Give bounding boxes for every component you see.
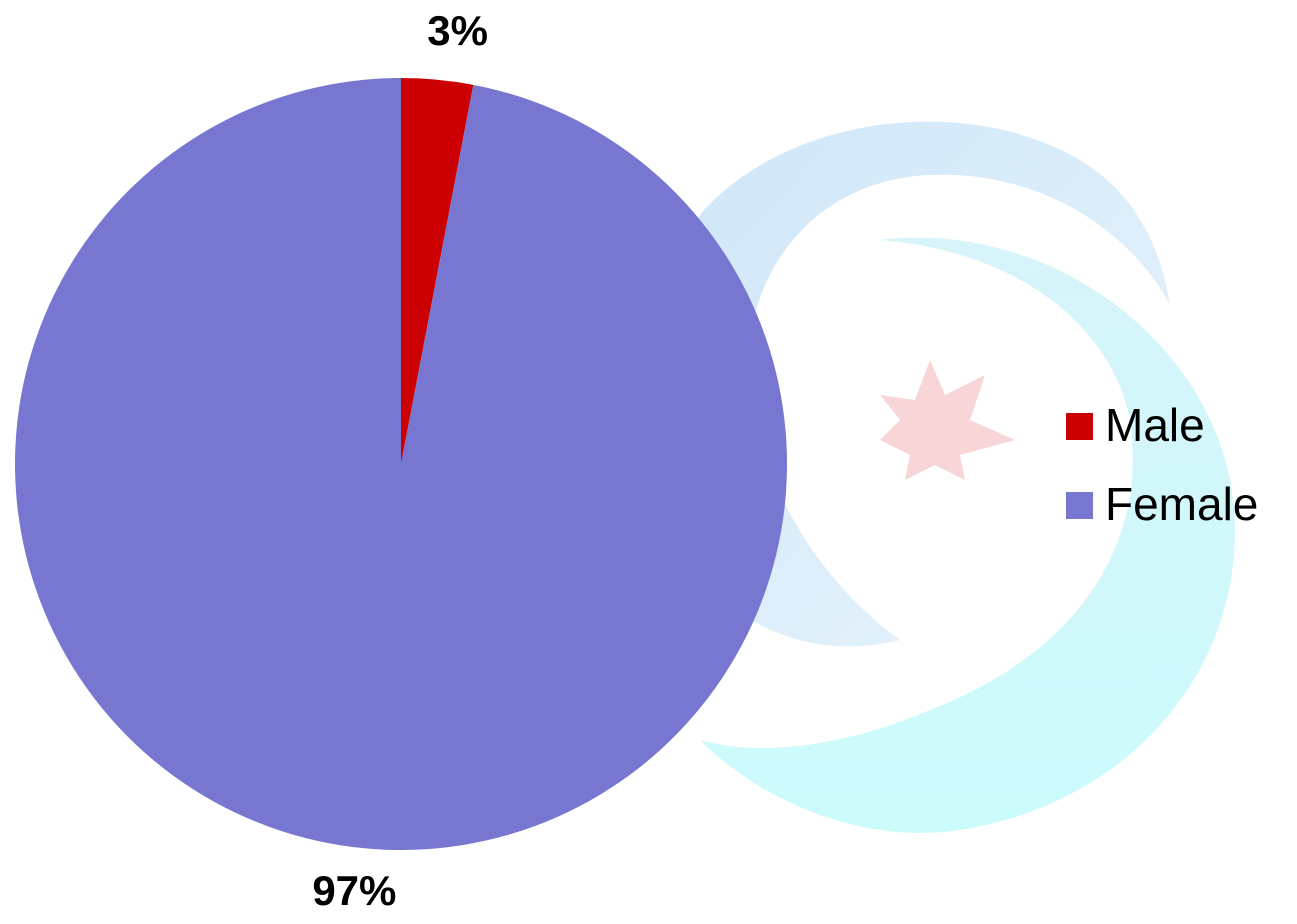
- value-label: 97%: [312, 867, 396, 914]
- legend-swatch: [1066, 413, 1093, 440]
- pie-slice: [14, 78, 787, 851]
- pie-slice: [401, 78, 474, 464]
- legend-text: Male: [1105, 399, 1205, 451]
- watermark-arc: [700, 237, 1235, 833]
- legend-swatch: [1066, 492, 1093, 519]
- watermark-leaf: [880, 360, 1015, 480]
- legend-text: Female: [1105, 478, 1258, 530]
- value-label: 3%: [427, 7, 488, 54]
